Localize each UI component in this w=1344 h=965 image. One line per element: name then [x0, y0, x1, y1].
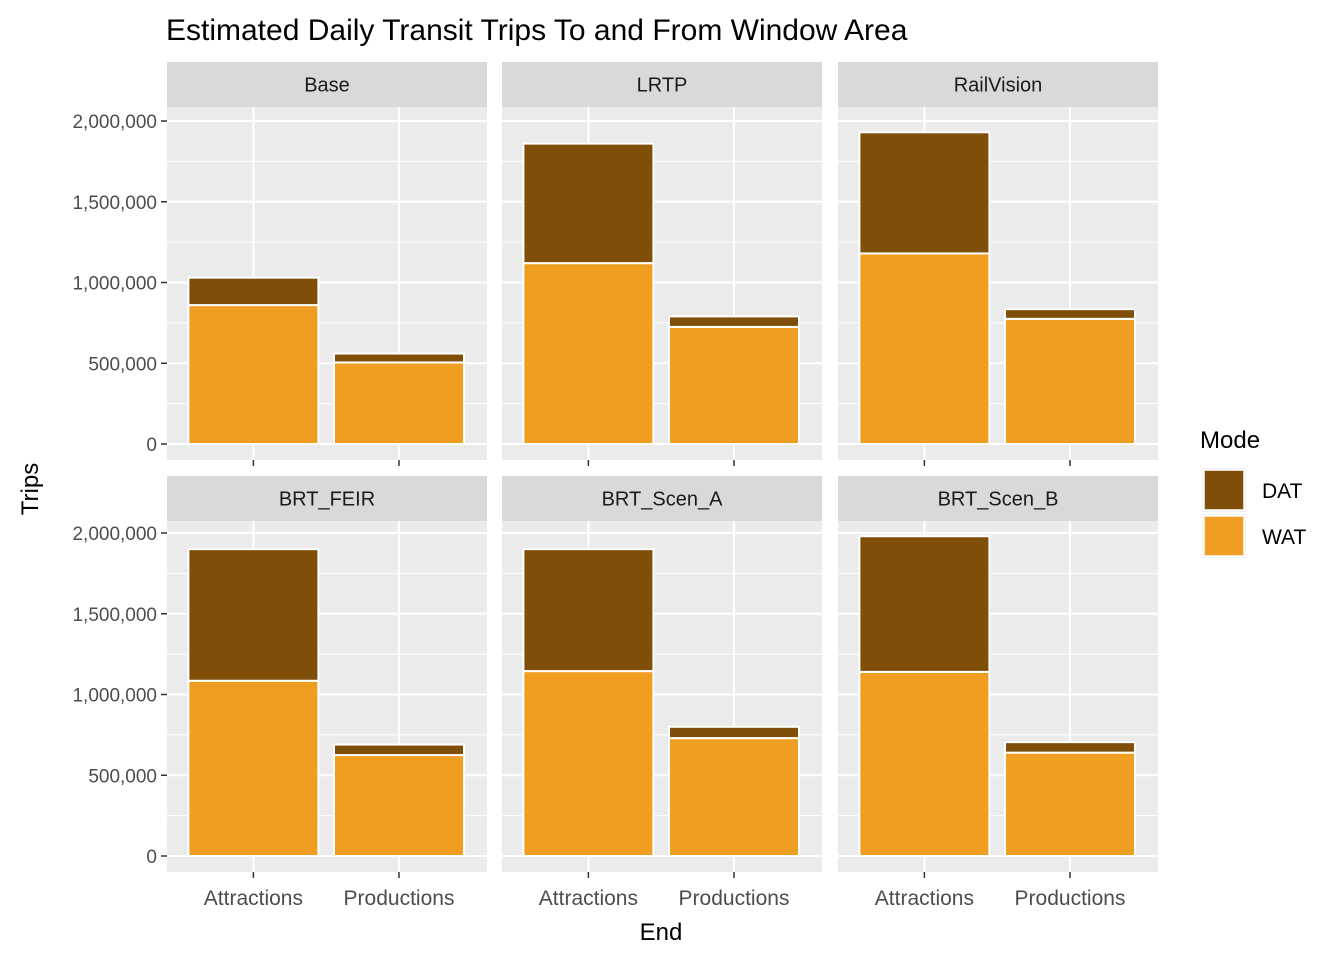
- facet-strip-label: Base: [304, 75, 350, 97]
- facet-strip-label: LRTP: [637, 75, 688, 97]
- legend: Mode DAT WAT: [1200, 427, 1306, 558]
- y-tick-label: 1,000,000: [72, 274, 157, 295]
- x-tick-label: Productions: [344, 887, 455, 910]
- panel-brt-scen-a: BRT_Scen_A Attractions Productions: [502, 476, 822, 910]
- facet-strip: [502, 62, 822, 107]
- bar-wat-productions: [1004, 751, 1136, 858]
- facet-strip-label: BRT_Scen_A: [602, 489, 723, 511]
- bar-dat-attractions: [522, 548, 655, 673]
- x-tick-label: Attractions: [539, 887, 638, 910]
- bar-dat-attractions: [187, 276, 320, 307]
- bar-wat-attractions: [522, 670, 655, 858]
- facet-strip-label: BRT_FEIR: [279, 489, 375, 511]
- bar-wat-productions: [333, 754, 465, 857]
- bar-dat-productions: [668, 725, 800, 740]
- bar-dat-productions: [1004, 741, 1136, 754]
- bar-wat-productions: [333, 361, 465, 446]
- bar-dat-attractions: [858, 535, 991, 673]
- bar-dat-attractions: [522, 142, 655, 265]
- bar-dat-productions: [668, 315, 800, 328]
- panel-lrtp: LRTP: [502, 62, 822, 466]
- y-tick-label: 500,000: [88, 354, 157, 375]
- bar-dat-productions: [333, 743, 465, 757]
- chart-title: Estimated Daily Transit Trips To and Fro…: [166, 14, 908, 47]
- legend-title: Mode: [1200, 427, 1260, 454]
- legend-swatch-dat: [1203, 469, 1245, 511]
- panel-brt-scen-b: BRT_Scen_B Attractions Productions: [838, 476, 1158, 910]
- bar-wat-attractions: [858, 670, 991, 858]
- y-tick-label: 2,000,000: [72, 524, 157, 545]
- y-tick-label: 1,500,000: [72, 193, 157, 214]
- legend-label-wat: WAT: [1262, 526, 1306, 549]
- panel-brt-feir: BRT_FEIR 0 500,000 1,000,000 1,500,000 2,000,…: [72, 476, 487, 910]
- bar-wat-attractions: [187, 679, 320, 858]
- bar-wat-productions: [1004, 317, 1136, 445]
- y-tick-label: 1,000,000: [72, 686, 157, 707]
- bar-wat-productions: [668, 737, 800, 857]
- x-tick-label: Attractions: [204, 887, 303, 910]
- y-tick-label: 1,500,000: [72, 605, 157, 626]
- facet-strip: [838, 476, 1158, 521]
- panel-base: Base 0 500,000 1,000,000 1,500,000 2,000,000: [72, 62, 487, 466]
- bar-wat-attractions: [187, 304, 320, 445]
- y-tick-label: 0: [146, 435, 157, 456]
- y-axis-label: Trips: [17, 463, 44, 515]
- bar-dat-productions: [1004, 308, 1136, 320]
- panel-railvision: RailVision: [838, 62, 1158, 466]
- x-axis-label: End: [640, 919, 683, 946]
- y-tick-label: 500,000: [88, 766, 157, 787]
- legend-label-dat: DAT: [1262, 480, 1303, 503]
- facet-strip: [167, 476, 487, 521]
- legend-swatch-wat: [1203, 515, 1245, 557]
- bar-dat-attractions: [187, 548, 320, 682]
- x-tick-label: Productions: [679, 887, 790, 910]
- facet-strip-label: RailVision: [954, 75, 1043, 97]
- bar-dat-attractions: [858, 131, 991, 255]
- bar-wat-productions: [668, 325, 800, 446]
- bar-wat-attractions: [858, 252, 991, 445]
- facet-strip: [502, 476, 822, 521]
- facet-strip: [838, 62, 1158, 107]
- facet-strip: [167, 62, 487, 107]
- facet-strip-label: BRT_Scen_B: [938, 489, 1059, 511]
- bar-dat-productions: [333, 352, 465, 364]
- y-tick-label: 0: [146, 847, 157, 868]
- panels: Base 0 500,000 1,000,000 1,500,000 2,000,000 L…: [72, 62, 1158, 910]
- x-tick-label: Attractions: [875, 887, 974, 910]
- x-tick-label: Productions: [1015, 887, 1126, 910]
- bar-wat-attractions: [522, 262, 655, 445]
- y-tick-label: 2,000,000: [72, 112, 157, 133]
